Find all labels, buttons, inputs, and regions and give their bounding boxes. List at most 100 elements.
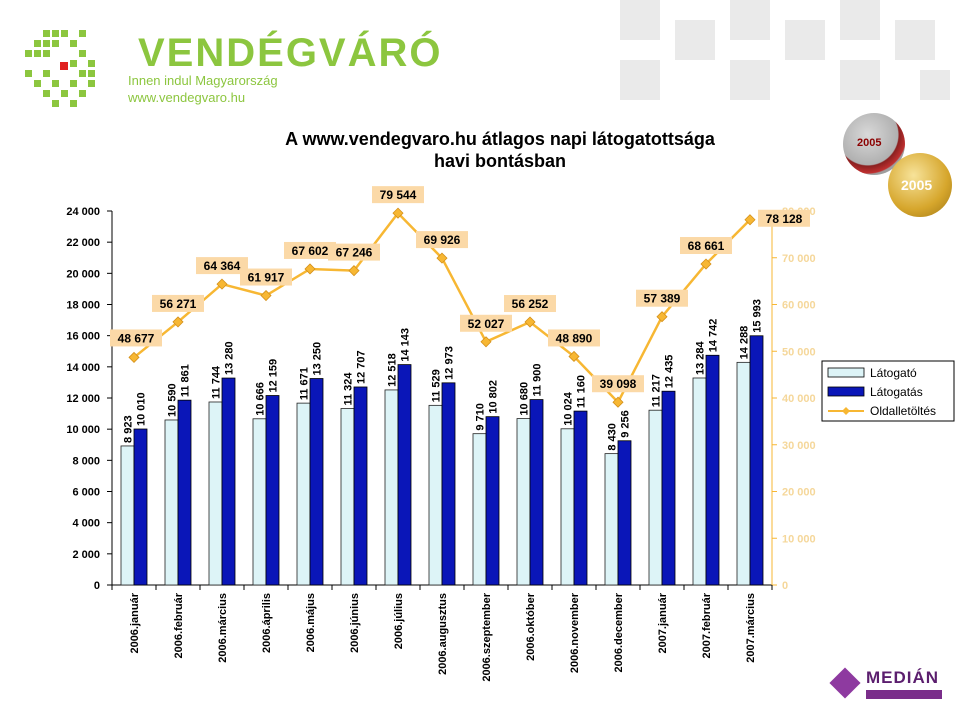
gold-award-badge-icon: 2005 [888,153,952,217]
data-label-oldalletoltes: 52 027 [468,317,505,331]
right-tick-label: 60 000 [782,300,816,312]
category-label: 2006.március [217,593,229,663]
bar-latogato [340,408,355,586]
bar-latogato [648,409,663,586]
bar-latogato [208,401,223,586]
point-oldalletoltes [612,396,624,408]
data-label-latogatas: 14 143 [400,328,412,362]
bar-latogatas [353,386,368,586]
data-label-latogatas: 12 435 [664,355,676,389]
point-oldalletoltes [436,252,448,264]
data-label-latogatas: 9 256 [620,410,632,438]
bar-latogatas [177,399,192,586]
data-label-box [592,375,644,393]
data-label-box [328,243,380,261]
badge-year-gold: 2005 [901,177,933,193]
data-label-box [240,268,292,286]
data-label-latogato: 10 024 [563,391,575,426]
data-label-oldalletoltes: 56 271 [160,297,197,311]
median-logo-bar [866,690,942,699]
left-tick-label: 2 000 [72,549,100,561]
data-label-latogatas: 13 280 [224,341,236,375]
right-tick-label: 10 000 [782,533,816,545]
legend-swatch [827,386,865,397]
data-label-oldalletoltes: 68 661 [688,239,725,253]
right-tick-label: 30 000 [782,440,816,452]
tagline: Innen indul Magyarország [128,73,278,88]
bar-latogatas [529,399,544,586]
point-oldalletoltes [216,278,228,290]
category-label: 2006.szeptember [481,592,493,681]
data-label-latogato: 11 671 [299,367,311,400]
bar-latogato [428,404,443,586]
bar-latogatas [705,354,720,586]
left-tick-label: 14 000 [66,362,100,374]
point-oldalletoltes [700,258,712,270]
bar-latogatas [749,335,764,586]
point-oldalletoltes [480,336,492,348]
chart-title: A www.vendegvaro.hu átlagos napi látogat… [200,128,800,172]
category-label: 2006.január [129,592,141,653]
data-label-box [372,186,424,204]
data-label-oldalletoltes: 79 544 [380,188,417,202]
left-tick-label: 20 000 [66,268,100,280]
chart-title-line-2: havi bontásban [433,151,567,171]
bar-latogatas [661,390,676,586]
data-label-box [548,329,600,347]
point-oldalletoltes [392,207,404,219]
data-label-box [110,329,162,347]
data-label-oldalletoltes: 56 252 [512,297,549,311]
data-label-box [196,257,248,275]
bar-latogatas [617,440,632,586]
legend-label: Oldalletöltés [870,404,936,418]
point-oldalletoltes [656,311,668,323]
bar-latogato [516,418,531,586]
point-oldalletoltes [524,316,536,328]
data-label-box [758,209,810,227]
logo-grid-icon [25,30,95,107]
data-label-latogatas: 12 707 [356,350,368,384]
point-oldalletoltes [128,351,140,364]
left-tick-label: 16 000 [66,331,100,343]
data-label-latogatas: 10 802 [488,380,500,414]
left-tick-label: 6 000 [72,487,100,499]
left-tick-label: 22 000 [66,237,100,249]
data-label-latogato: 8 430 [607,423,619,451]
data-label-oldalletoltes: 39 098 [600,377,637,391]
category-label: 2007.március [745,593,757,663]
data-label-box [460,314,512,332]
data-label-box [416,231,468,249]
data-label-latogatas: 15 993 [752,299,764,333]
brand-name: VENDÉGVÁRÓ [138,31,443,75]
data-label-latogato: 11 217 [651,374,663,407]
median-logo-text: MEDIÁN [866,668,940,687]
data-label-oldalletoltes: 61 917 [248,271,285,285]
data-label-latogato: 8 923 [123,415,135,443]
data-label-latogato: 10 680 [519,382,531,416]
category-label: 2006.június [349,593,361,653]
bar-latogatas [485,416,500,586]
category-label: 2007.január [657,592,669,653]
bar-latogatas [441,382,456,586]
bar-latogatas [265,395,280,586]
bar-latogato [736,361,751,586]
left-tick-label: 10 000 [66,424,100,436]
bar-latogato [120,445,135,586]
data-label-oldalletoltes: 67 602 [292,244,329,258]
left-tick-label: 24 000 [66,206,100,218]
data-label-oldalletoltes: 78 128 [766,212,803,226]
data-label-latogato: 9 710 [475,403,487,431]
category-label: 2006.február [173,592,185,658]
category-label: 2006.december [613,592,625,672]
data-label-box [504,295,556,313]
right-tick-label: 70 000 [782,253,816,265]
data-label-latogato: 11 744 [211,365,223,399]
bar-latogato [164,419,179,586]
bar-latogatas [573,410,588,586]
category-label: 2006.április [261,593,273,653]
decorative-squares [600,0,959,110]
chart-title-line-1: A www.vendegvaro.hu átlagos napi látogat… [285,129,715,149]
data-label-oldalletoltes: 64 364 [204,259,241,273]
bar-latogato [252,418,267,586]
